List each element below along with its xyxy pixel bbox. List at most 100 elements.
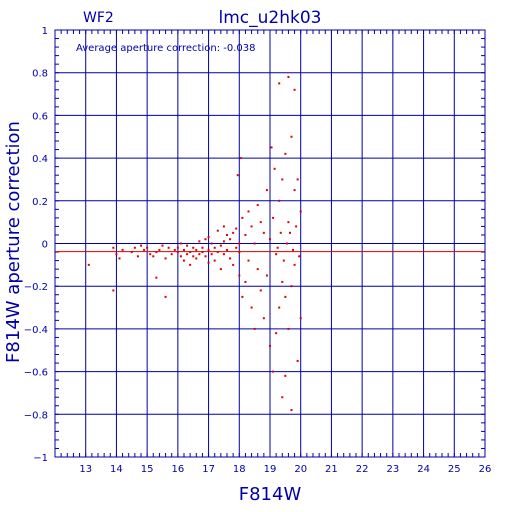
data-point (281, 280, 284, 283)
data-point (216, 251, 219, 254)
y-tick-label: −0.8 (24, 410, 48, 421)
reference-lines (55, 243, 485, 253)
data-point (186, 244, 189, 247)
data-point (279, 231, 282, 234)
data-point (176, 246, 179, 249)
data-point (213, 246, 216, 249)
x-tick-label: 20 (294, 464, 307, 475)
data-point (244, 280, 247, 283)
data-point (155, 251, 158, 254)
x-tick-label: 23 (386, 464, 399, 475)
y-tick-label: 0 (42, 240, 48, 251)
data-point (270, 146, 273, 149)
data-point (281, 396, 284, 399)
data-point (179, 242, 182, 245)
data-point (195, 257, 198, 260)
data-point (288, 231, 291, 234)
data-point (130, 251, 133, 254)
data-point (112, 289, 115, 292)
data-point (250, 306, 253, 309)
y-tick-label: 0.8 (32, 69, 48, 80)
data-point (204, 255, 207, 258)
data-point (275, 332, 278, 335)
data-point (287, 75, 290, 78)
data-point (235, 246, 238, 249)
data-point (296, 359, 299, 362)
data-point (293, 88, 296, 91)
data-point (253, 242, 256, 245)
y-tick-label: 0.4 (32, 154, 48, 165)
data-point (133, 246, 136, 249)
data-point (210, 253, 213, 256)
y-tick-label: 1 (42, 26, 48, 37)
data-point (152, 255, 155, 258)
data-point (265, 274, 268, 277)
y-tick-label: −0.2 (24, 282, 48, 293)
data-point (265, 189, 268, 192)
y-tick-label: 0.2 (32, 197, 48, 208)
data-point (293, 189, 296, 192)
data-point (299, 317, 302, 320)
data-point (284, 295, 287, 298)
data-point (272, 216, 275, 219)
data-point (278, 82, 281, 85)
data-point (273, 167, 276, 170)
data-point (186, 253, 189, 256)
data-point (238, 274, 241, 277)
data-point (118, 257, 121, 260)
data-point (226, 233, 228, 236)
data-point (281, 178, 284, 181)
data-point (207, 261, 210, 264)
data-point (219, 268, 222, 271)
data-point (241, 295, 244, 298)
data-point (158, 248, 161, 251)
y-tick-label: −1 (33, 453, 48, 464)
x-tick-label: 14 (110, 464, 123, 475)
data-point (229, 238, 232, 241)
data-point (241, 216, 244, 219)
x-tick-labels: 13 14 15 16 17 18 19 20 21 22 23 24 25 26 (79, 464, 491, 475)
chart-title: lmc_u2hk03 (219, 8, 322, 28)
data-point (284, 152, 287, 155)
data-point (195, 248, 198, 251)
data-point (192, 246, 195, 249)
data-point (259, 289, 262, 292)
x-tick-label: 16 (171, 464, 184, 475)
data-point (239, 157, 242, 160)
data-point (287, 327, 290, 330)
data-point (259, 221, 262, 224)
data-point (236, 174, 239, 177)
data-point (183, 259, 185, 262)
x-tick-label: 13 (79, 464, 92, 475)
data-point (232, 231, 235, 234)
data-point (276, 246, 279, 249)
data-point (238, 242, 241, 245)
data-point (201, 246, 204, 249)
data-point (204, 238, 207, 241)
data-point (87, 263, 90, 266)
data-point (183, 248, 185, 251)
data-point (112, 246, 115, 249)
data-point (149, 253, 152, 256)
data-point (179, 255, 182, 258)
data-point (219, 244, 222, 247)
data-point (164, 295, 167, 298)
x-tick-label: 21 (325, 464, 338, 475)
data-point (299, 210, 302, 213)
data-point (295, 225, 298, 228)
data-point (173, 248, 176, 251)
panel-label: WF2 (83, 10, 114, 26)
data-point (164, 257, 167, 260)
y-axis-label: F814W aperture correction (3, 121, 24, 363)
data-point (155, 276, 158, 279)
data-point (250, 225, 253, 228)
x-tick-label: 25 (448, 464, 461, 475)
plot-frame (54, 29, 486, 458)
data-point (269, 238, 271, 241)
data-point (285, 242, 288, 245)
data-point (292, 248, 295, 251)
data-point (278, 306, 281, 309)
data-point (293, 263, 296, 266)
